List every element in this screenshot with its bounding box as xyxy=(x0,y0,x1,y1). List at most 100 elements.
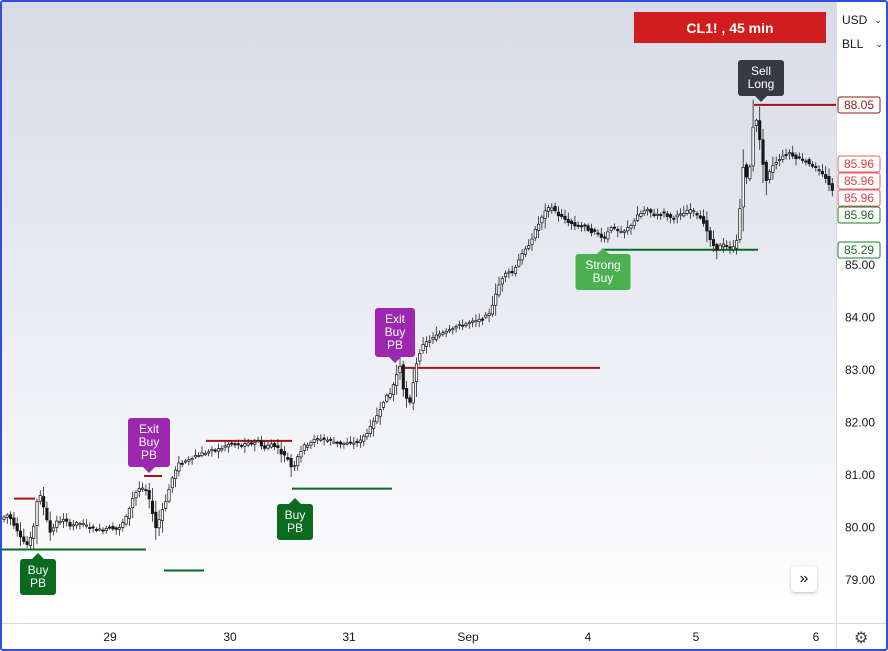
candle-body xyxy=(510,270,514,274)
candle-body xyxy=(339,441,343,445)
candle-body xyxy=(711,239,716,247)
candle-body xyxy=(754,119,758,126)
candle-body xyxy=(150,500,155,514)
signal-text: Long xyxy=(748,77,775,91)
candle-body xyxy=(744,164,749,178)
candle-body xyxy=(167,489,171,502)
candle-body xyxy=(81,522,85,525)
candle-body xyxy=(616,229,620,232)
candle-body xyxy=(398,366,402,374)
candle-body xyxy=(632,220,636,226)
gear-icon[interactable]: ⚙ xyxy=(854,630,869,647)
candle-body xyxy=(385,394,389,402)
candle-body xyxy=(721,243,725,248)
candle-body xyxy=(781,155,785,160)
candle-body xyxy=(827,176,831,185)
candle-body xyxy=(207,451,211,454)
candle-body xyxy=(428,340,432,343)
chevron-down-icon: ⌄ xyxy=(875,38,883,49)
candle-body xyxy=(513,266,518,274)
signal-pointer xyxy=(755,96,767,102)
candle-body xyxy=(223,445,227,448)
candle-body xyxy=(619,231,623,233)
plot-area[interactable]: Buy PB Exit Buy PB Buy PB Exit Buy PB Strong Buy Sel… xyxy=(2,2,836,623)
candle-body xyxy=(537,223,541,231)
price-tick-label: 82.00 xyxy=(845,416,875,430)
candle-body xyxy=(335,441,339,444)
candle-body xyxy=(88,527,92,529)
symbol-title-banner: CL1! , 45 min xyxy=(634,12,826,43)
candle-body xyxy=(725,245,729,247)
price-tick-label: 84.00 xyxy=(845,311,875,325)
candle-body xyxy=(65,518,69,522)
double-chevron-right-icon: » xyxy=(799,570,809,587)
candle-body xyxy=(807,159,811,165)
candle-body xyxy=(474,320,478,323)
candle-body xyxy=(672,217,676,220)
time-tick-label: 6 xyxy=(813,630,820,644)
candle-body xyxy=(131,498,135,509)
candle-body xyxy=(550,207,554,211)
currency-label: USD xyxy=(842,13,868,27)
candle-body xyxy=(246,442,250,446)
candle-body xyxy=(441,332,445,335)
candle-body xyxy=(639,213,643,217)
candle-body xyxy=(705,220,709,232)
candle-body xyxy=(174,469,178,479)
price-scale-svg: 79.00 80.00 81.00 82.00 83.00 84.00 85.00 88.05… xyxy=(837,96,881,587)
candle-body xyxy=(355,441,359,443)
unit-selector[interactable]: BLL ⌄ xyxy=(842,34,883,54)
candlestick-chart[interactable]: BuyPBExitBuyPBBuyPBExitBuyPBStrongBuySel… xyxy=(2,2,836,623)
candle-body xyxy=(520,253,524,261)
price-tick-label: 79.00 xyxy=(845,573,875,587)
candle-body xyxy=(319,438,323,441)
candle-body xyxy=(533,228,537,239)
candle-body xyxy=(315,438,320,441)
candle-body xyxy=(282,451,287,456)
candle-body xyxy=(292,465,296,468)
candle-body xyxy=(609,227,613,231)
candle-body xyxy=(543,210,547,219)
candle-body xyxy=(652,213,656,217)
candle-body xyxy=(797,156,801,159)
time-tick-label: 4 xyxy=(585,630,592,644)
candle-body xyxy=(497,284,501,296)
scroll-to-realtime-button[interactable]: » xyxy=(791,566,817,592)
candle-body xyxy=(48,520,52,533)
signal-text: Exit xyxy=(385,312,406,326)
price-tick-label: 80.00 xyxy=(845,521,875,535)
candle-body xyxy=(114,527,118,530)
time-scale-svg: 29 30 31 Sep 4 5 6 xyxy=(103,630,820,644)
price-tick-label: 83.00 xyxy=(845,363,875,377)
price-scale[interactable]: 79.00 80.00 81.00 82.00 83.00 84.00 85.00 88.05… xyxy=(836,2,886,623)
candle-body xyxy=(748,166,752,180)
candle-body xyxy=(101,529,105,532)
candle-body xyxy=(804,160,808,163)
candle-body xyxy=(134,492,138,499)
signal-pointer xyxy=(32,553,44,559)
candle-body xyxy=(259,440,263,447)
candle-body xyxy=(91,526,95,529)
signal-text: Buy xyxy=(139,435,160,449)
candle-body xyxy=(325,439,329,442)
candle-body xyxy=(464,323,468,326)
candle-body xyxy=(216,448,221,452)
price-tag-label: 85.96 xyxy=(844,208,874,222)
candle-body xyxy=(230,442,234,445)
candle-body xyxy=(279,448,283,455)
signal-text: PB xyxy=(30,576,46,590)
candle-body xyxy=(728,246,732,249)
time-scale[interactable]: 29 30 31 Sep 4 5 6 xyxy=(2,623,836,649)
candle-body xyxy=(58,521,62,524)
currency-selector[interactable]: USD ⌄ xyxy=(842,10,882,30)
candle-body xyxy=(362,435,366,442)
candle-body xyxy=(411,382,415,404)
candle-body xyxy=(401,364,405,390)
candle-body xyxy=(507,271,511,274)
candle-body xyxy=(444,330,448,334)
candle-body xyxy=(210,449,214,452)
candle-body xyxy=(642,210,646,214)
candle-body xyxy=(731,245,735,251)
